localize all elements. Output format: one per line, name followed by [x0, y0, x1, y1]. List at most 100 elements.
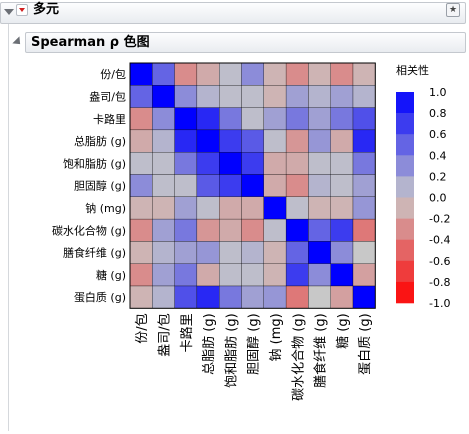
heatmap-cell[interactable]	[308, 174, 331, 197]
heatmap-cell[interactable]	[330, 196, 354, 220]
heatmap-cell[interactable]	[219, 152, 242, 175]
heatmap-cell[interactable]	[352, 62, 376, 86]
heatmap-cell[interactable]	[241, 263, 264, 287]
heatmap-cell[interactable]	[285, 218, 309, 242]
heatmap-cell[interactable]	[308, 196, 331, 220]
heatmap-cell[interactable]	[263, 196, 287, 220]
heatmap-cell[interactable]	[219, 263, 242, 287]
heatmap-cell[interactable]	[308, 241, 331, 264]
heatmap-cell[interactable]	[219, 174, 242, 197]
heatmap-cell[interactable]	[241, 285, 264, 309]
heatmap-cell[interactable]	[285, 85, 309, 108]
heatmap-cell[interactable]	[196, 107, 220, 131]
heatmap-cell[interactable]	[174, 196, 198, 220]
heatmap-cell[interactable]	[241, 129, 264, 153]
heatmap-cell[interactable]	[352, 218, 376, 242]
heatmap-cell[interactable]	[330, 107, 354, 131]
heatmap-cell[interactable]	[285, 241, 309, 264]
heatmap-cell[interactable]	[308, 107, 331, 131]
heatmap-cell[interactable]	[174, 152, 198, 175]
heatmap-cell[interactable]	[330, 62, 354, 86]
heatmap-cell[interactable]	[241, 218, 264, 242]
heatmap-cell[interactable]	[285, 62, 309, 86]
heatmap-cell[interactable]	[263, 174, 287, 197]
heatmap-cell[interactable]	[263, 152, 287, 175]
section-header[interactable]: Spearman ρ 色图	[25, 32, 466, 53]
report-header[interactable]	[0, 2, 466, 24]
heatmap-cell[interactable]	[241, 107, 264, 131]
heatmap-cell[interactable]	[308, 263, 331, 287]
heatmap-cell[interactable]	[196, 196, 220, 220]
heatmap-cell[interactable]	[152, 62, 175, 86]
heatmap-cell[interactable]	[241, 85, 264, 108]
heatmap-cell[interactable]	[152, 107, 175, 131]
heatmap-cell[interactable]	[152, 174, 175, 197]
heatmap-cell[interactable]	[330, 152, 354, 175]
heatmap-cell[interactable]	[352, 196, 376, 220]
heatmap-cell[interactable]	[196, 241, 220, 264]
heatmap-cell[interactable]	[152, 85, 175, 108]
heatmap-cell[interactable]	[263, 285, 287, 309]
heatmap-cell[interactable]	[352, 107, 376, 131]
heatmap-cell[interactable]	[308, 285, 331, 309]
heatmap-cell[interactable]	[285, 174, 309, 197]
heatmap-cell[interactable]	[241, 241, 264, 264]
heatmap-cell[interactable]	[129, 107, 153, 131]
collapse-icon[interactable]	[4, 9, 14, 15]
heatmap-cell[interactable]	[219, 129, 242, 153]
heatmap-cell[interactable]	[196, 174, 220, 197]
heatmap-cell[interactable]	[352, 285, 376, 309]
heatmap-cell[interactable]	[196, 285, 220, 309]
heatmap-cell[interactable]	[241, 152, 264, 175]
heatmap-cell[interactable]	[219, 241, 242, 264]
heatmap-cell[interactable]	[352, 241, 376, 264]
heatmap-cell[interactable]	[196, 62, 220, 86]
heatmap-cell[interactable]	[263, 62, 287, 86]
heatmap-cell[interactable]	[152, 196, 175, 220]
heatmap-cell[interactable]	[330, 85, 354, 108]
heatmap-cell[interactable]	[285, 196, 309, 220]
heatmap-cell[interactable]	[152, 218, 175, 242]
heatmap-cell[interactable]	[330, 218, 354, 242]
heatmap-cell[interactable]	[152, 263, 175, 287]
heatmap-cell[interactable]	[129, 62, 153, 86]
heatmap-cell[interactable]	[129, 152, 153, 175]
heatmap-cell[interactable]	[219, 285, 242, 309]
heatmap-cell[interactable]	[308, 218, 331, 242]
heatmap-cell[interactable]	[308, 152, 331, 175]
heatmap-cell[interactable]	[174, 285, 198, 309]
heatmap-cell[interactable]	[285, 263, 309, 287]
heatmap-cell[interactable]	[308, 129, 331, 153]
heatmap-cell[interactable]	[241, 196, 264, 220]
heatmap-cell[interactable]	[129, 241, 153, 264]
heatmap-cell[interactable]	[285, 152, 309, 175]
heatmap-cell[interactable]	[263, 241, 287, 264]
heatmap-cell[interactable]	[129, 174, 153, 197]
heatmap-cell[interactable]	[330, 263, 354, 287]
heatmap-cell[interactable]	[196, 85, 220, 108]
heatmap-cell[interactable]	[263, 107, 287, 131]
heatmap-cell[interactable]	[152, 129, 175, 153]
heatmap-cell[interactable]	[219, 196, 242, 220]
heatmap-cell[interactable]	[174, 62, 198, 86]
heatmap-cell[interactable]	[352, 263, 376, 287]
heatmap-cell[interactable]	[308, 62, 331, 86]
heatmap-cell[interactable]	[174, 241, 198, 264]
heatmap-cell[interactable]	[330, 241, 354, 264]
heatmap-cell[interactable]	[129, 129, 153, 153]
heatmap-cell[interactable]	[219, 107, 242, 131]
heatmap-cell[interactable]	[241, 174, 264, 197]
heatmap-cell[interactable]	[196, 129, 220, 153]
heatmap-cell[interactable]	[285, 129, 309, 153]
heatmap-cell[interactable]	[196, 263, 220, 287]
heatmap-cell[interactable]	[263, 263, 287, 287]
heatmap-cell[interactable]	[330, 129, 354, 153]
heatmap-cell[interactable]	[174, 218, 198, 242]
heatmap-cell[interactable]	[219, 85, 242, 108]
heatmap-cell[interactable]	[330, 285, 354, 309]
heatmap-cell[interactable]	[330, 174, 354, 197]
heatmap-cell[interactable]	[129, 263, 153, 287]
red-triangle-menu-icon[interactable]	[16, 4, 28, 16]
heatmap-cell[interactable]	[174, 85, 198, 108]
heatmap-cell[interactable]	[129, 218, 153, 242]
